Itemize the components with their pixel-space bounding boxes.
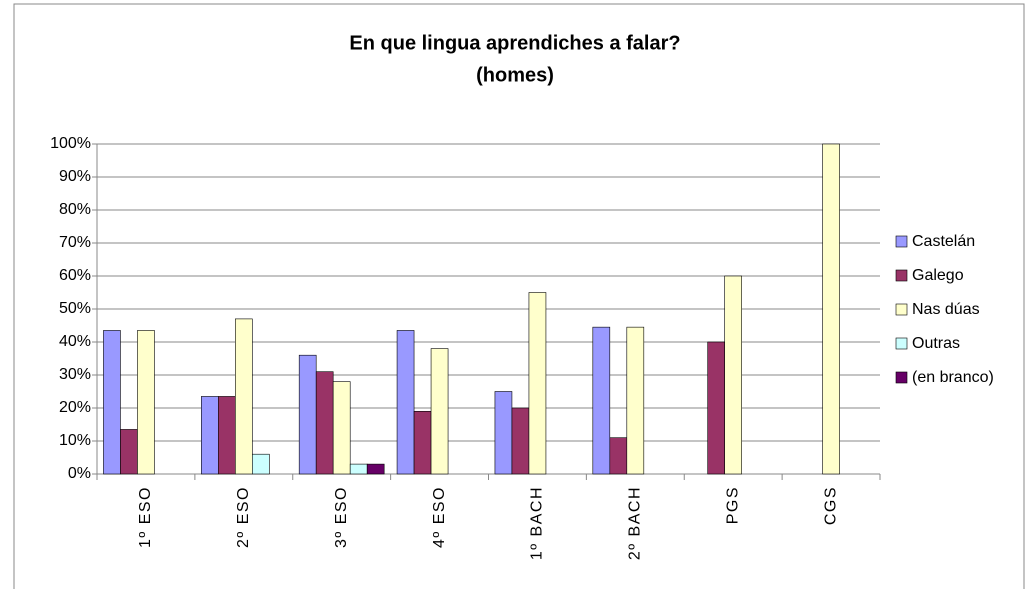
bar: [366, 463, 385, 475]
x-tick-label: 1º BACH: [529, 486, 546, 560]
y-tick-label: 100%: [50, 135, 91, 152]
bar: [413, 410, 432, 475]
legend-label: (en branco): [912, 369, 994, 386]
bar: [494, 391, 513, 475]
bar: [592, 326, 611, 475]
y-tick-label: 50%: [59, 300, 91, 317]
y-tick-label: 10%: [59, 432, 91, 449]
bar: [396, 330, 415, 475]
bar: [822, 143, 840, 475]
chart-border: [13, 3, 1025, 594]
bar: [349, 463, 368, 475]
bar: [430, 348, 449, 475]
legend-swatch: [895, 337, 908, 350]
bar: [218, 396, 236, 475]
bar: [201, 396, 219, 475]
bar: [103, 330, 121, 475]
x-tick-label: 3º ESO: [333, 486, 350, 548]
y-tick-label: 80%: [59, 201, 91, 218]
bar: [137, 330, 155, 475]
bar: [332, 381, 351, 475]
y-tick-label: 0%: [68, 465, 91, 482]
y-tick-label: 90%: [59, 168, 91, 185]
legend-label: Outras: [912, 335, 960, 352]
legend-swatch: [895, 371, 908, 384]
y-tick-label: 40%: [59, 333, 91, 350]
legend-label: Nas dúas: [912, 301, 980, 318]
bar: [315, 371, 334, 475]
bar: [298, 354, 317, 475]
y-tick-label: 60%: [59, 267, 91, 284]
bar: [120, 429, 138, 475]
legend-label: Galego: [912, 267, 964, 284]
x-tick-label: 4º ESO: [431, 486, 448, 548]
y-tick-label: 20%: [59, 399, 91, 416]
bar: [707, 341, 725, 475]
x-tick-label: 2º BACH: [627, 486, 644, 560]
x-tick-label: 1º ESO: [137, 486, 154, 548]
bar: [235, 318, 253, 475]
legend-swatch: [895, 303, 908, 316]
y-tick-label: 30%: [59, 366, 91, 383]
bar: [724, 275, 742, 475]
y-tick-label: 70%: [59, 234, 91, 251]
legend-label: Castelán: [912, 233, 975, 250]
bar: [528, 292, 547, 475]
bar: [511, 407, 530, 475]
bar: [252, 453, 270, 475]
chart-title: En que lingua aprendiches a falar?: [349, 32, 680, 54]
x-tick-label: CGS: [822, 486, 839, 525]
x-tick-label: 2º ESO: [235, 486, 252, 548]
bar: [609, 437, 628, 475]
chart-subtitle: (homes): [476, 64, 554, 86]
legend-swatch: [895, 269, 908, 282]
legend-swatch: [895, 235, 908, 248]
x-tick-label: PGS: [724, 486, 741, 524]
bar: [626, 326, 645, 475]
